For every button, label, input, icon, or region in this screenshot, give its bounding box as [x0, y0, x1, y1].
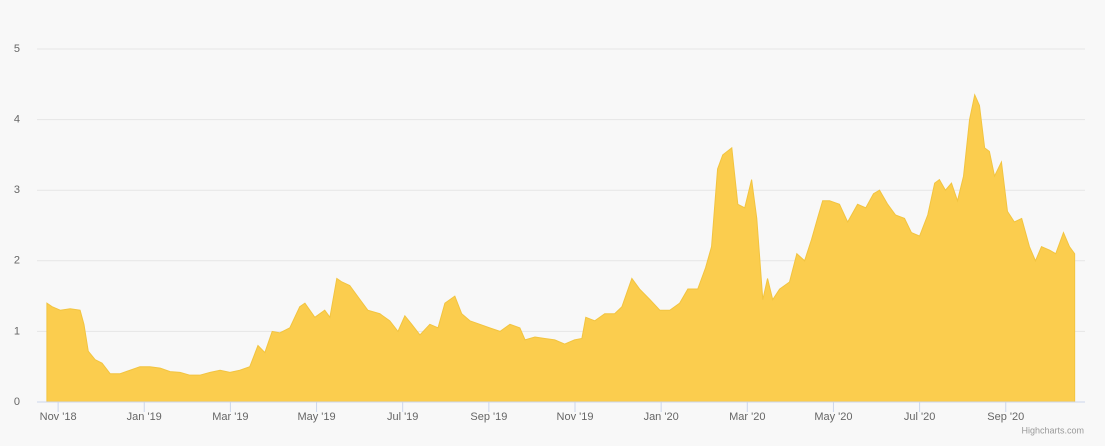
y-tick-label: 1	[14, 325, 20, 337]
y-tick-label: 0	[14, 396, 20, 408]
x-tick-label: Jan '20	[644, 411, 679, 423]
x-tick-label: Jul '19	[387, 411, 418, 423]
x-tick-label: Sep '20	[987, 411, 1024, 423]
x-tick-label: Mar '20	[729, 411, 765, 423]
x-tick-label: May '20	[814, 411, 852, 423]
y-tick-label: 5	[14, 43, 20, 55]
x-tick-label: Mar '19	[212, 411, 248, 423]
credits: Highcharts.com	[1021, 425, 1084, 435]
y-tick-label: 4	[14, 114, 20, 126]
x-tick-label: Nov '19	[557, 411, 594, 423]
x-tick-label: Sep '19	[470, 411, 507, 423]
x-tick-label: Jan '19	[127, 411, 162, 423]
y-tick-label: 2	[14, 255, 20, 267]
area	[46, 93, 1076, 403]
y-tick-label: 3	[14, 184, 20, 196]
x-tick-label: Nov '18	[40, 411, 77, 423]
x-tick-label: Jul '20	[904, 411, 935, 423]
x-tick-label: May '19	[297, 411, 335, 423]
